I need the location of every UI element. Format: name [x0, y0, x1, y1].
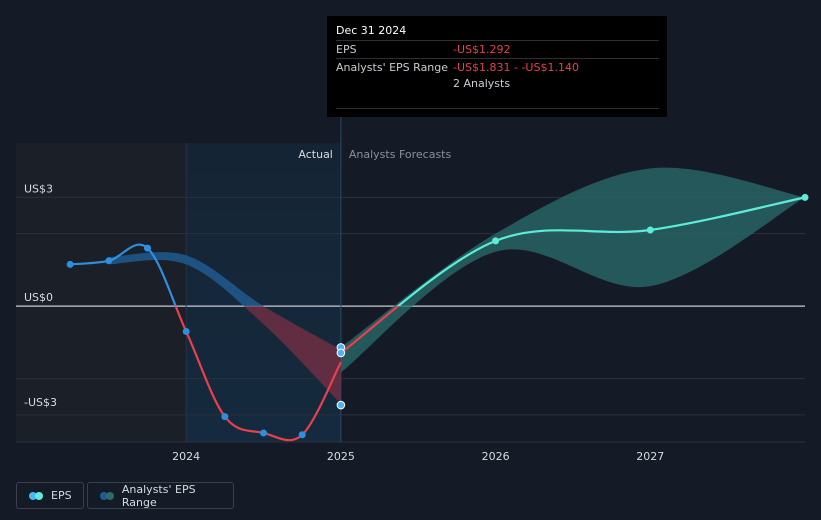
eps-forecast-point-2: [801, 193, 809, 201]
eps-actual-point-6: [298, 431, 306, 439]
x-tick-label-3: 2027: [636, 450, 664, 463]
x-tick-label-1: 2025: [327, 450, 355, 463]
legend-eps[interactable]: EPS: [16, 482, 84, 509]
tooltip-range-value: -US$1.831 - -US$1.140: [453, 61, 579, 74]
eps-forecast-point-1: [646, 226, 654, 234]
eps-actual-point-2: [144, 244, 151, 252]
tooltip-analysts: 2 Analysts: [453, 77, 511, 90]
history-shade: [16, 143, 187, 442]
x-tick-label-2: 2026: [482, 450, 510, 463]
eps-actual-point-5: [260, 429, 268, 437]
eps-actual-point-1: [105, 257, 113, 265]
eps-forecast-line-positive: [396, 196, 806, 307]
y-tick-label-0: US$3: [24, 182, 53, 195]
eps-forecast-point-0: [492, 237, 500, 245]
forecast-range-band: [340, 167, 805, 373]
tooltip-date: Dec 31 2024: [336, 24, 407, 37]
eps-legend-icon: [29, 491, 43, 500]
highlight-point-1: [336, 348, 346, 358]
actual-region-label: Actual: [298, 148, 332, 161]
tooltip-range-label: Analysts' EPS Range: [336, 61, 449, 74]
past-range-band-positive: [108, 252, 264, 307]
tooltip-row-eps: EPS -US$1.292: [336, 40, 659, 59]
tooltip: Dec 31 2024 EPS -US$1.292 Analysts' EPS …: [327, 16, 667, 117]
forecast-region-label: Analysts Forecasts: [349, 148, 452, 161]
y-tick-label-1: US$0: [24, 291, 53, 304]
past-range-band-negative: [243, 306, 341, 404]
eps-actual-line-positive: [70, 243, 177, 307]
tooltip-eps-value: -US$1.292: [453, 43, 511, 56]
legend-eps-label: EPS: [51, 489, 72, 502]
legend-range-label: Analysts' EPS Range: [121, 482, 196, 509]
eps-actual-point-0: [66, 260, 74, 268]
tooltip-row-range: Analysts' EPS Range -US$1.831 - -US$1.14…: [336, 58, 659, 77]
eps-actual-point-4: [221, 413, 229, 421]
highlight-point-2: [336, 400, 346, 410]
range-legend-icon: [100, 491, 114, 500]
x-tick-label-0: 2024: [172, 450, 200, 463]
tooltip-eps-label: EPS: [336, 43, 357, 56]
y-tick-label-2: -US$3: [24, 396, 57, 409]
eps-actual-point-3: [182, 327, 190, 335]
actual-band: [186, 143, 341, 442]
legend-range[interactable]: Analysts' EPS Range: [87, 482, 234, 509]
tooltip-divider: [336, 108, 659, 109]
